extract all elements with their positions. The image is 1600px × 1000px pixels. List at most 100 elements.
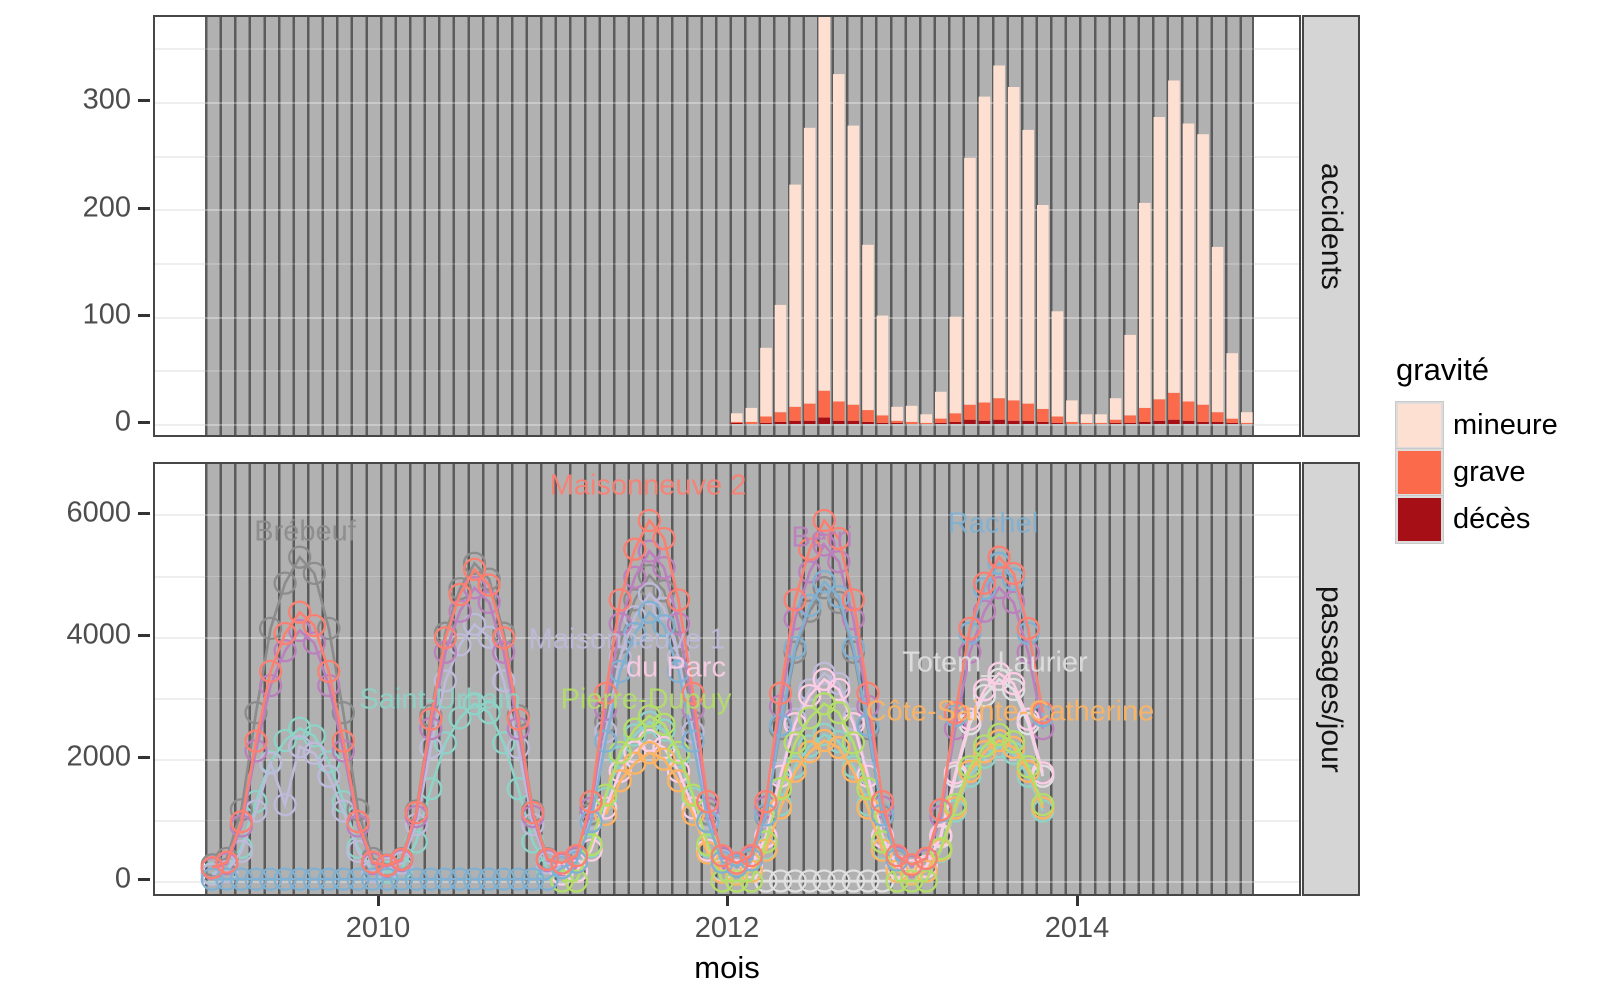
data-point-circle	[317, 616, 341, 641]
data-point-circle	[798, 593, 822, 618]
data-point-circle	[462, 867, 487, 891]
bar-mineure	[1051, 311, 1064, 417]
data-point-circle	[1016, 707, 1040, 731]
bar-grave	[847, 404, 860, 421]
legend-item-grave: grave	[1384, 448, 1558, 497]
bar-grave	[905, 421, 918, 424]
data-point-circle	[652, 613, 676, 638]
data-point-circle	[492, 867, 516, 891]
legend-title: gravité	[1396, 352, 1490, 387]
bar-grave	[803, 403, 816, 421]
bar-mineure	[833, 74, 845, 402]
data-point-circle	[492, 626, 516, 650]
y-tick-label: 6000	[66, 496, 131, 529]
data-point-circle	[258, 867, 283, 891]
data-point-circle	[302, 561, 326, 586]
data-point-circle	[812, 869, 836, 893]
gridline-major	[205, 514, 1254, 517]
bar-grave	[1197, 404, 1209, 422]
data-point-circle	[1031, 701, 1055, 725]
bar-grave	[876, 415, 889, 423]
bar-grave	[978, 402, 991, 421]
data-point-circle	[1016, 616, 1040, 641]
station-label-du Parc: du Parc	[626, 651, 726, 684]
bar-grave	[993, 398, 1005, 420]
bar-décès	[1051, 422, 1064, 424]
bar-mineure	[891, 406, 903, 421]
bar-décès	[774, 421, 787, 424]
y-tick-label: 0	[114, 862, 131, 895]
data-point-circle	[1001, 677, 1026, 702]
data-point-circle	[943, 792, 968, 817]
bar-décès	[803, 420, 816, 424]
bar-mineure	[1182, 123, 1195, 402]
bar-grave	[1095, 422, 1107, 424]
y-tick-mark	[138, 878, 150, 881]
bar-grave	[1007, 400, 1020, 421]
month-stripes	[205, 17, 1254, 435]
legend-swatch-grave	[1395, 448, 1444, 497]
data-point-circle	[594, 681, 618, 706]
data-point-circle	[841, 635, 866, 660]
data-point-circle	[215, 850, 239, 874]
station-label-Berri: Berri	[791, 521, 853, 554]
bar-grave	[1241, 422, 1253, 424]
data-point-circle	[273, 728, 297, 753]
data-point-circle	[258, 616, 283, 641]
bar-mineure	[1007, 87, 1020, 401]
data-point-circle	[302, 741, 326, 765]
data-point-circle	[346, 867, 370, 891]
data-point-circle	[1001, 567, 1026, 591]
y-tick-label: 200	[82, 191, 131, 224]
data-point-circle	[215, 867, 239, 891]
bar-grave	[745, 421, 758, 424]
bar-grave	[949, 413, 962, 422]
data-point-circle	[477, 590, 501, 615]
data-point-circle	[448, 706, 472, 730]
bar-mineure	[993, 65, 1005, 399]
data-point-circle	[637, 539, 662, 563]
data-point-circle	[637, 728, 662, 753]
data-point-circle	[288, 716, 312, 740]
data-point-circle	[521, 867, 545, 891]
data-point-circle	[258, 751, 283, 775]
bar-mineure	[1168, 80, 1180, 393]
station-label-Brébeuf: Brébeuf	[254, 515, 356, 548]
data-point-circle	[288, 618, 312, 643]
legend-label: décès	[1453, 503, 1531, 535]
bar-mineure	[1022, 129, 1034, 404]
data-point-circle	[550, 851, 574, 875]
bar-mineure	[774, 304, 787, 413]
bar-mineure	[949, 316, 962, 414]
data-point-circle	[637, 704, 662, 728]
data-point-circle	[477, 701, 501, 725]
data-point-circle	[856, 713, 880, 737]
line-path	[604, 738, 1045, 876]
data-point-circle	[798, 599, 822, 623]
bar-mineure	[920, 414, 932, 423]
data-point-circle	[608, 740, 632, 765]
data-point-circle	[258, 659, 283, 684]
data-point-circle	[841, 588, 866, 612]
bar-décès	[978, 420, 991, 424]
data-point-circle	[899, 853, 924, 877]
data-point-circle	[783, 588, 807, 612]
data-point-circle	[229, 867, 254, 891]
data-point-circle	[783, 869, 807, 893]
data-layer	[731, 17, 1253, 424]
bar-mineure	[1124, 334, 1136, 416]
data-point-circle	[608, 645, 632, 669]
bar-mineure	[1226, 353, 1238, 419]
legend-label: mineure	[1453, 409, 1558, 441]
data-point-circle	[288, 600, 312, 624]
data-point-circle	[827, 701, 851, 725]
data-point-circle	[492, 669, 516, 693]
station-label-Côte-Sainte-Catherine: Côte-Sainte-Catherine	[865, 695, 1155, 728]
data-point-circle	[535, 847, 560, 871]
bar-décès	[760, 422, 772, 424]
data-point-circle	[972, 571, 997, 595]
data-point-circle	[360, 850, 385, 874]
data-point-circle	[1016, 640, 1040, 664]
gridline-minor	[205, 575, 1254, 577]
bar-grave	[1153, 399, 1166, 421]
